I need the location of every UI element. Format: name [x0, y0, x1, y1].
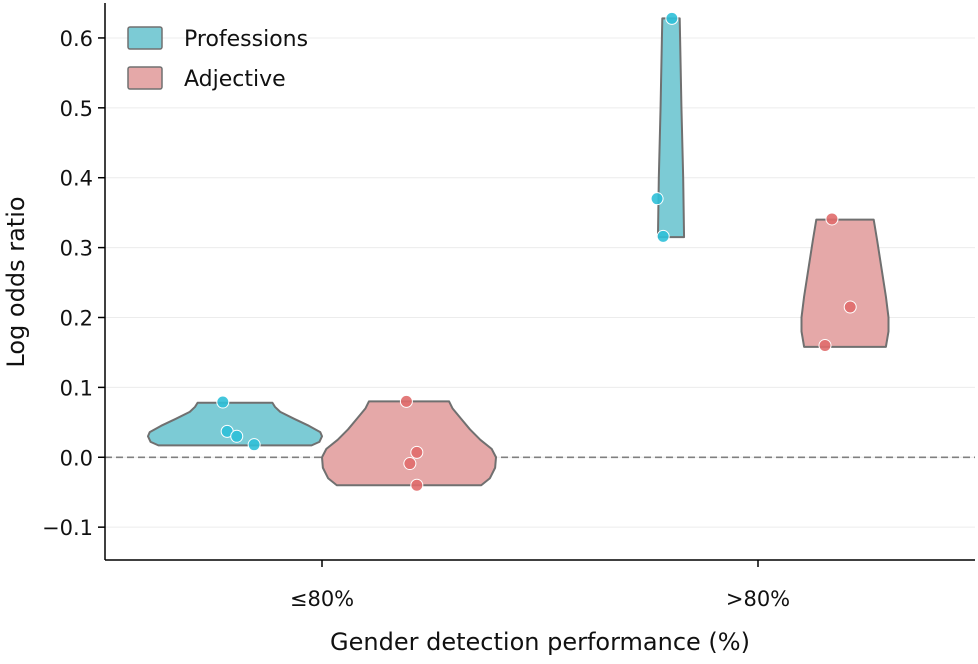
violin-professions: [656, 17, 686, 239]
violins: [147, 17, 890, 487]
data-point-adjective: [410, 445, 424, 459]
data-point-professions: [665, 11, 679, 25]
data-point-professions: [247, 438, 261, 452]
data-point-professions: [656, 229, 670, 243]
violin-adjective: [800, 218, 890, 348]
legend-swatch-professions: [127, 26, 163, 50]
grid-lines: [105, 37, 975, 528]
data-point-professions: [650, 192, 664, 206]
y-tick-label: 0.6: [60, 27, 93, 51]
y-tick-label: 0.2: [60, 306, 93, 330]
data-point-adjective: [399, 394, 413, 408]
y-tick-label: 0.4: [60, 167, 93, 191]
data-point-adjective: [843, 300, 857, 314]
data-point-professions: [216, 395, 230, 409]
legend-label: Professions: [184, 27, 308, 52]
data-point-adjective: [410, 478, 424, 492]
axes: −0.1 0.0 0.1 0.2 0.3 0.4 0.5 0.6 ≤80% >80%: [42, 3, 975, 611]
y-tick-label: 0.1: [60, 376, 93, 400]
x-tick-label: ≤80%: [290, 587, 354, 611]
y-tick-label: −0.1: [42, 516, 93, 540]
data-point-adjective: [818, 338, 832, 352]
violin-professions: [147, 401, 323, 447]
data-point-adjective: [825, 212, 839, 226]
legend-label: Adjective: [184, 67, 286, 92]
data-point-professions: [230, 429, 244, 443]
violin-adjective: [321, 400, 497, 487]
y-tick-label: 0.0: [60, 446, 93, 470]
x-axis-label: Gender detection performance (%): [330, 628, 750, 656]
legend: Professions Adjective: [127, 26, 308, 92]
data-point-adjective: [403, 457, 417, 471]
x-tick-label: >80%: [726, 587, 790, 611]
y-tick-label: 0.5: [60, 97, 93, 121]
legend-swatch-adjective: [127, 66, 163, 90]
y-tick-label: 0.3: [60, 237, 93, 261]
data-points: [216, 11, 857, 492]
y-axis-label: Log odds ratio: [2, 196, 30, 367]
